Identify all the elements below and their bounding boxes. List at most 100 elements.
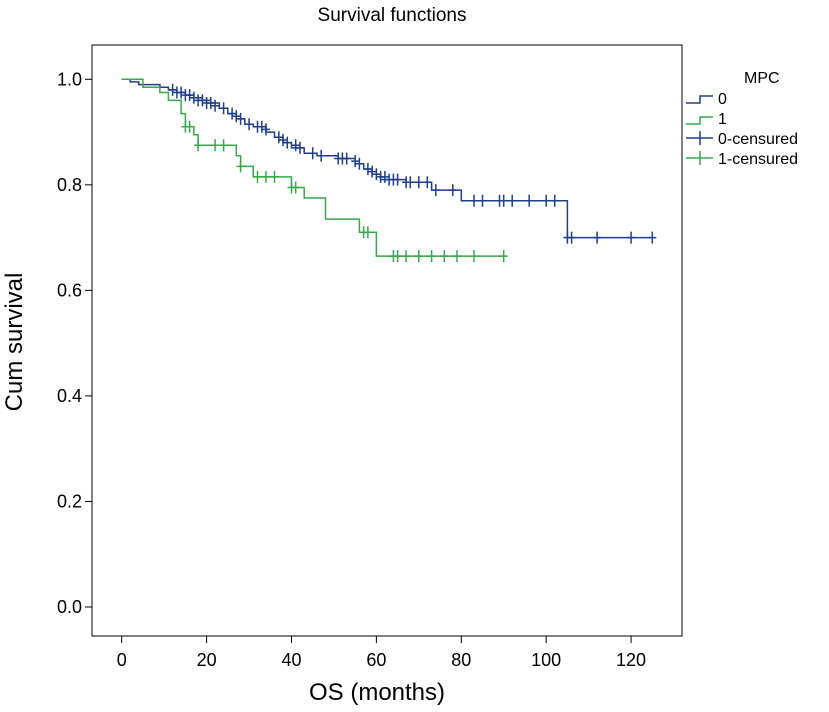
censor-mark xyxy=(453,250,461,263)
series-0 xyxy=(121,78,657,244)
censor-mark xyxy=(228,107,237,120)
censor-mark xyxy=(194,139,203,152)
censor-mark xyxy=(253,170,262,183)
x-tick-label: 120 xyxy=(616,650,646,670)
censor-mark xyxy=(542,194,551,207)
censor-mark xyxy=(291,181,300,194)
legend-entry-2: 0-censured xyxy=(686,131,798,148)
censor-mark xyxy=(414,250,423,263)
censor-mark xyxy=(245,118,254,131)
censor-mark xyxy=(627,231,636,244)
censor-mark xyxy=(593,231,602,244)
censor-mark xyxy=(168,83,177,96)
censor-mark xyxy=(368,165,377,178)
censor-mark xyxy=(499,194,508,207)
censor-mark xyxy=(380,170,389,183)
censor-mark xyxy=(262,170,270,183)
legend-entry-0: 0 xyxy=(686,91,727,108)
censor-mark xyxy=(470,194,478,207)
censor-mark xyxy=(211,99,220,112)
censor-mark xyxy=(363,163,372,175)
censor-mark xyxy=(478,194,487,207)
censor-mark xyxy=(198,94,207,107)
censor-mark xyxy=(402,250,411,263)
censor-mark xyxy=(279,134,287,146)
legend: MPC 0 1 0-censured 1-censured xyxy=(686,70,798,168)
x-axis-title: OS (months) xyxy=(309,679,445,706)
series-0-line xyxy=(121,78,653,239)
censor-mark xyxy=(363,226,372,239)
y-tick-label: 0.6 xyxy=(57,280,82,300)
censor-mark xyxy=(270,170,279,183)
censor-mark xyxy=(185,89,194,102)
censor-mark xyxy=(427,250,436,263)
chart-title: Survival functions xyxy=(318,5,467,26)
y-tick-label: 0.4 xyxy=(57,386,82,406)
censor-mark xyxy=(232,110,241,123)
censor-mark xyxy=(550,194,559,207)
series-1 xyxy=(121,78,508,263)
censor-mark xyxy=(262,123,270,136)
x-tick-label: 60 xyxy=(366,650,386,670)
y-tick-label: 1.0 xyxy=(57,69,82,89)
y-tick-label: 0.8 xyxy=(57,175,82,195)
censor-mark xyxy=(342,152,351,165)
censor-mark xyxy=(499,250,508,263)
censor-mark xyxy=(219,139,228,152)
y-axis-title: Cum survival xyxy=(1,273,28,412)
censor-mark xyxy=(236,160,245,173)
censor-mark xyxy=(525,194,534,207)
y-axis: 0.0 0.2 0.4 0.6 0.8 1.0 xyxy=(57,69,92,617)
censor-mark xyxy=(423,176,432,189)
x-tick-label: 40 xyxy=(281,650,301,670)
legend-swatch-1 xyxy=(686,116,713,125)
series-1-line xyxy=(121,78,504,257)
censor-mark xyxy=(189,91,198,104)
censor-mark xyxy=(372,168,381,181)
censor-mark xyxy=(567,231,576,244)
censor-mark xyxy=(219,102,228,115)
censor-mark xyxy=(406,176,415,189)
legend-label-2: 0-censured xyxy=(718,131,798,148)
censor-mark xyxy=(351,155,360,168)
censor-mark xyxy=(274,131,283,144)
legend-entry-3: 1-censured xyxy=(686,151,798,168)
legend-label-0: 0 xyxy=(718,91,727,108)
censor-mark xyxy=(431,184,440,197)
censor-mark xyxy=(414,176,423,189)
x-tick-label: 80 xyxy=(451,650,471,670)
censor-mark xyxy=(206,97,215,109)
plot-frame xyxy=(91,44,683,637)
censor-mark xyxy=(283,136,292,149)
censor-mark xyxy=(185,120,194,133)
censor-mark xyxy=(291,139,300,152)
legend-swatch-0 xyxy=(686,95,713,104)
censor-mark xyxy=(470,250,478,263)
censor-mark xyxy=(236,112,245,125)
legend-title: MPC xyxy=(744,70,780,87)
censor-mark xyxy=(440,250,449,263)
y-tick-label: 0.2 xyxy=(57,491,82,511)
x-tick-label: 20 xyxy=(197,650,217,670)
censor-mark xyxy=(393,250,402,263)
censor-mark xyxy=(648,231,657,244)
x-tick-label: 100 xyxy=(531,650,561,670)
censor-mark xyxy=(317,149,326,162)
censor-mark xyxy=(308,147,317,160)
x-axis: 0 20 40 60 80 100 120 xyxy=(117,636,646,670)
censor-mark xyxy=(355,157,364,170)
censor-mark xyxy=(508,194,517,207)
legend-label-1: 1 xyxy=(718,111,727,128)
censor-mark xyxy=(257,120,266,133)
censor-mark xyxy=(296,141,304,154)
censor-mark xyxy=(211,139,220,152)
x-tick-label: 0 xyxy=(117,650,127,670)
censor-mark xyxy=(448,184,457,197)
legend-swatch-3 xyxy=(686,151,713,165)
series-layer xyxy=(121,78,657,263)
legend-label-3: 1-censured xyxy=(718,151,798,168)
censor-mark xyxy=(393,173,402,186)
censor-mark xyxy=(177,86,186,99)
legend-entry-1: 1 xyxy=(686,111,727,128)
